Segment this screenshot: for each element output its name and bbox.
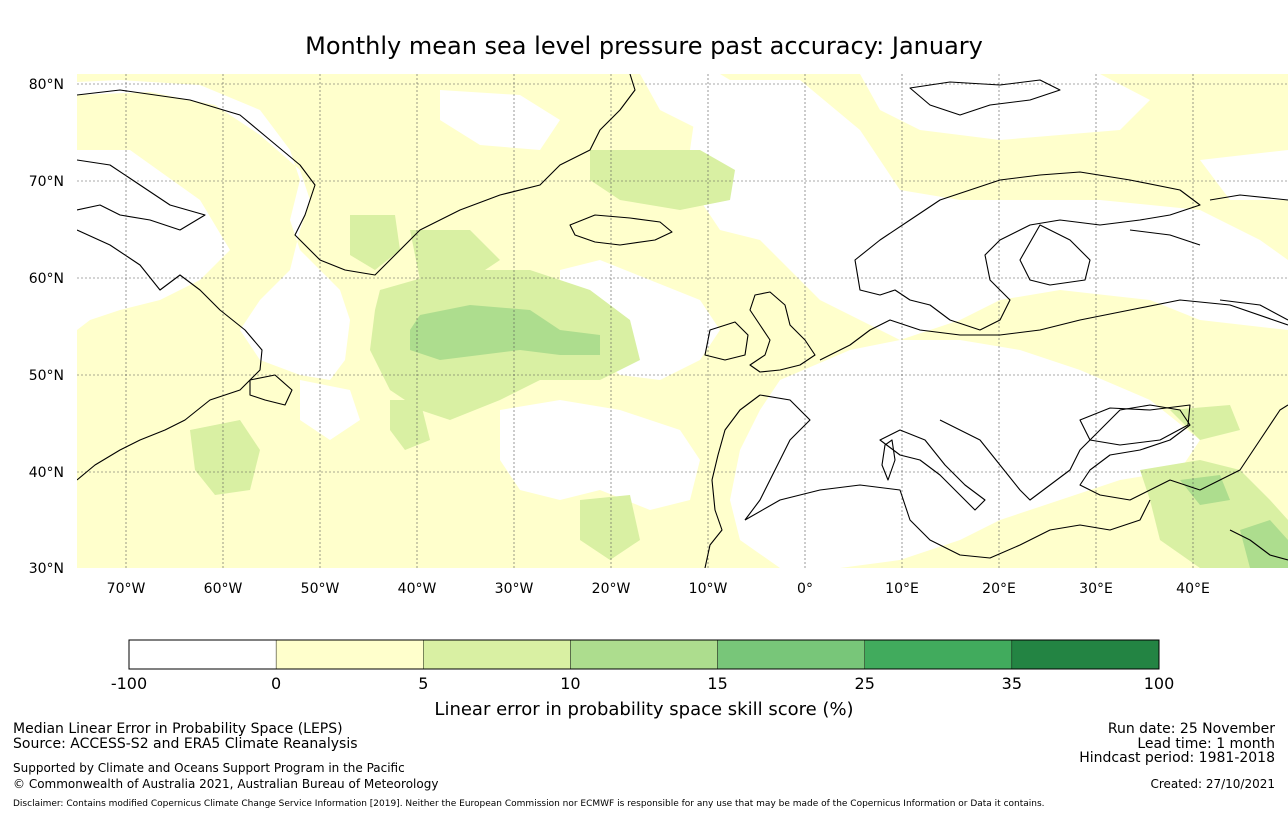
colorbar-tick: 0 bbox=[271, 674, 282, 693]
lat-label: 60°N bbox=[29, 271, 64, 287]
footer-method: Median Linear Error in Probability Space… bbox=[13, 721, 343, 737]
colorbar-segment bbox=[128, 639, 277, 670]
lat-labels: 80°N 70°N 60°N 50°N 40°N 30°N bbox=[29, 77, 64, 577]
colorbar-segment bbox=[1011, 639, 1160, 670]
footer-hindcast: Hindcast period: 1981-2018 bbox=[1079, 750, 1275, 766]
colorbar-tick: 100 bbox=[1143, 674, 1175, 693]
lon-label: 50°W bbox=[301, 581, 340, 597]
black-sea-coast bbox=[1079, 404, 1191, 446]
italy-coast bbox=[879, 429, 986, 511]
iberia-coast bbox=[704, 394, 811, 568]
colorbar-tick: 35 bbox=[1001, 674, 1023, 693]
coastlines bbox=[77, 74, 1288, 568]
balkans-coast bbox=[939, 404, 1288, 501]
lon-label: 10°E bbox=[885, 581, 919, 597]
colorbar-tick: 10 bbox=[560, 674, 581, 693]
russia-coast bbox=[1129, 194, 1288, 321]
levant-coast bbox=[1229, 529, 1288, 561]
lat-label: 50°N bbox=[29, 368, 64, 384]
colorbar-segment bbox=[275, 639, 424, 670]
baltic-coast bbox=[1019, 224, 1091, 286]
colorbar-segment bbox=[570, 639, 718, 670]
skill-10-15-regions bbox=[410, 305, 1288, 568]
scandinavia-coast bbox=[854, 171, 1201, 331]
lon-label: 20°E bbox=[982, 581, 1016, 597]
map-field bbox=[77, 74, 1288, 568]
europe-coast bbox=[819, 299, 1288, 361]
skill-score-map: 80°N 70°N 60°N 50°N 40°N 30°N 70°W 60°W … bbox=[29, 74, 1288, 597]
colorbar-segment bbox=[864, 639, 1013, 670]
footer-run-date: Run date: 25 November bbox=[1107, 721, 1275, 737]
lon-label: 40°W bbox=[398, 581, 437, 597]
footer-copyright: © Commonwealth of Australia 2021, Austra… bbox=[13, 777, 439, 791]
graticule bbox=[77, 74, 1288, 568]
colorbar-title: Linear error in probability space skill … bbox=[434, 699, 854, 720]
great-britain-coast bbox=[749, 291, 816, 373]
colorbar-outline bbox=[128, 639, 1160, 670]
lon-label: 20°W bbox=[592, 581, 631, 597]
lon-label: 30°E bbox=[1079, 581, 1113, 597]
lon-label: 70°W bbox=[107, 581, 146, 597]
ireland-coast bbox=[704, 321, 749, 361]
footer-support: Supported by Climate and Oceans Support … bbox=[13, 761, 405, 775]
footer-created: Created: 27/10/2021 bbox=[1150, 777, 1275, 791]
colorbar bbox=[128, 639, 1160, 670]
footer-lead-time: Lead time: 1 month bbox=[1137, 736, 1275, 752]
colorbar-tick: 25 bbox=[854, 674, 875, 693]
lat-label: 80°N bbox=[29, 77, 64, 93]
lon-label: 0° bbox=[797, 581, 813, 597]
disclaimer: Disclaimer: Contains modified Copernicus… bbox=[13, 799, 1045, 809]
lon-label: 40°E bbox=[1176, 581, 1210, 597]
lon-labels: 70°W 60°W 50°W 40°W 30°W 20°W 10°W 0° 10… bbox=[107, 581, 1210, 597]
colorbar-tick: 15 bbox=[707, 674, 728, 693]
colorbar-segment bbox=[717, 639, 865, 670]
labrador-coast bbox=[77, 229, 263, 481]
colorbar-tick: 5 bbox=[418, 674, 429, 693]
footer-source: Source: ACCESS-S2 and ERA5 Climate Reana… bbox=[13, 736, 358, 752]
lat-label: 70°N bbox=[29, 174, 64, 190]
iceland-coast bbox=[569, 214, 673, 246]
canada-coast bbox=[77, 159, 206, 231]
lon-label: 10°W bbox=[689, 581, 728, 597]
greenland-coast bbox=[77, 74, 636, 276]
colorbar-segment bbox=[423, 639, 571, 670]
corsica-sardinia-coast bbox=[881, 439, 896, 481]
lon-label: 60°W bbox=[204, 581, 243, 597]
lon-label: 30°W bbox=[495, 581, 534, 597]
lat-label: 40°N bbox=[29, 465, 64, 481]
svalbard-coast bbox=[909, 79, 1061, 116]
map-title: Monthly mean sea level pressure past acc… bbox=[305, 32, 983, 60]
newfoundland-coast bbox=[249, 374, 293, 406]
lat-label: 30°N bbox=[29, 561, 64, 577]
no-skill-regions bbox=[77, 74, 1288, 568]
north-africa-coast bbox=[744, 484, 1151, 559]
colorbar-tick: -100 bbox=[110, 674, 148, 693]
